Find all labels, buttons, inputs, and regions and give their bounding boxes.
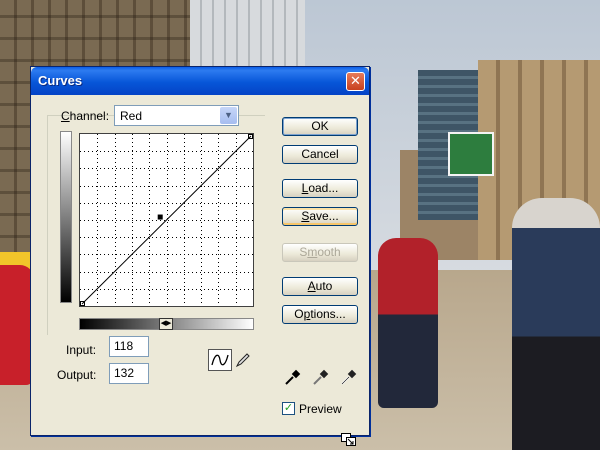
red-car bbox=[0, 265, 34, 385]
cancel-button[interactable]: Cancel bbox=[282, 145, 358, 164]
preview-checkbox[interactable]: ✓ bbox=[282, 402, 295, 415]
curve-tool-icon[interactable] bbox=[208, 349, 232, 371]
pedestrian-red-shirt bbox=[378, 238, 438, 408]
dialog-title: Curves bbox=[38, 73, 83, 88]
input-field[interactable]: 118 bbox=[109, 336, 149, 357]
title-bar[interactable]: Curves ✕ bbox=[31, 67, 369, 95]
black-eyedropper-icon[interactable] bbox=[284, 368, 302, 386]
auto-button[interactable]: Auto bbox=[282, 277, 358, 296]
options-button[interactable]: Options... bbox=[282, 305, 358, 324]
building-tower bbox=[190, 0, 305, 70]
chevron-down-icon[interactable]: ▼ bbox=[220, 107, 237, 124]
save-button[interactable]: Save... bbox=[282, 207, 358, 226]
transit-sign bbox=[448, 132, 494, 176]
curve-endpoint-white[interactable] bbox=[248, 134, 253, 139]
pedestrian-foreground bbox=[512, 198, 600, 450]
curve-graph-svg bbox=[80, 134, 253, 306]
output-gradient-bar bbox=[60, 131, 72, 303]
curve-line bbox=[81, 135, 252, 305]
curve-endpoint-black[interactable] bbox=[80, 301, 85, 306]
curve-graph[interactable] bbox=[79, 133, 254, 307]
expand-icon[interactable] bbox=[341, 433, 357, 447]
output-field[interactable]: 132 bbox=[109, 363, 149, 384]
group-border-left bbox=[47, 115, 48, 335]
curve-control-point[interactable] bbox=[157, 214, 163, 220]
channel-label: Channel: bbox=[61, 109, 110, 123]
close-button[interactable]: ✕ bbox=[346, 72, 365, 91]
curves-dialog: Curves ✕ Channel: Red ▼ ◀▶ Input: bbox=[30, 66, 370, 446]
gray-eyedropper-icon[interactable] bbox=[312, 368, 330, 386]
pencil-icon[interactable] bbox=[234, 351, 252, 369]
preview-label: Preview bbox=[299, 402, 342, 416]
white-eyedropper-icon[interactable] bbox=[340, 368, 358, 386]
smooth-button[interactable]: Smooth bbox=[282, 243, 358, 262]
graph-grid bbox=[80, 134, 253, 306]
channel-value: Red bbox=[120, 109, 143, 123]
input-label: Input: bbox=[66, 343, 97, 357]
gradient-toggle-icon[interactable]: ◀▶ bbox=[159, 318, 173, 330]
dialog-body: Channel: Red ▼ ◀▶ Input: 118 Output: 132 bbox=[34, 95, 366, 446]
output-label: Output: bbox=[57, 368, 97, 382]
close-icon: ✕ bbox=[350, 73, 361, 88]
load-button[interactable]: Load... bbox=[282, 179, 358, 198]
channel-dropdown[interactable]: Red ▼ bbox=[114, 105, 239, 126]
ok-button[interactable]: OK bbox=[282, 117, 358, 136]
